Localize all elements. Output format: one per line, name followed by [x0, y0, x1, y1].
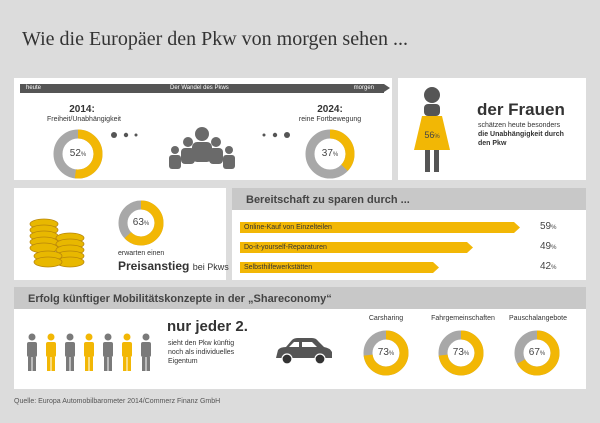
- timeline-right-label: morgen: [353, 85, 374, 91]
- donut-price: [118, 200, 164, 246]
- coins-icon: [29, 218, 85, 268]
- donut-value-arc: [438, 330, 484, 376]
- women-line3: den Pkw: [478, 140, 507, 147]
- timeline-left-label: heute: [26, 85, 42, 91]
- timeline-bar: heute Der Wandel des Pkws morgen: [20, 84, 384, 93]
- donut-value-arc: [305, 129, 355, 179]
- donut-carsharing: [363, 330, 409, 376]
- women-line1: schätzen heute besonders: [478, 122, 561, 129]
- share-line1: sieht den Pkw künftig: [168, 340, 235, 347]
- year-left-label: 2014:: [69, 104, 95, 115]
- source-note: Quelle: Europa Automobilbarometer 2014/C…: [14, 398, 221, 405]
- donut-pauschalangebote-value: 67%: [528, 347, 546, 358]
- donut-value-arc: [363, 330, 409, 376]
- year-right-label: 2024:: [317, 104, 343, 115]
- donut-2014-value: 52%: [69, 148, 87, 159]
- people-group-icon: [169, 127, 235, 169]
- donut-2024-value: 37%: [321, 148, 339, 159]
- donut-2014: [53, 129, 103, 179]
- year-right-desc: reine Fortbewegung: [298, 116, 362, 123]
- person-figure: [141, 333, 151, 371]
- person-figure: [122, 333, 132, 371]
- share-headline: nur jeder 2.: [167, 318, 248, 335]
- people-row-icon: [27, 333, 151, 371]
- donut-value-arc: [53, 129, 103, 179]
- price-line2: Preisanstieg bei Pkws: [118, 259, 229, 273]
- savings-bar-2: Selbsthilfewerkstätten: [240, 262, 439, 273]
- concept-label-0: Carsharing: [368, 315, 404, 322]
- concept-label-2: Pauschalangebote: [509, 315, 567, 322]
- savings-value-2: 42%: [540, 261, 557, 272]
- timeline-arrowhead: [384, 84, 390, 92]
- page-title: Wie die Europäer den Pkw von morgen sehe…: [22, 28, 408, 50]
- savings-value-1: 49%: [540, 241, 557, 252]
- savings-bar-1: Do-it-yourself-Reparaturen: [240, 242, 473, 253]
- women-headline: der Frauen: [477, 100, 565, 119]
- year-left-desc: Freiheit/Unabhängigkeit: [47, 116, 121, 123]
- donut-carsharing-value: 73%: [377, 347, 395, 358]
- share-line2: noch als individuelles: [168, 349, 235, 356]
- donut-fahrgemeinschaften-value: 73%: [452, 347, 470, 358]
- donut-value-arc: [118, 200, 164, 246]
- share-header-bg: [14, 287, 586, 309]
- person-figure: [46, 333, 56, 371]
- women-value: 56%: [424, 130, 440, 140]
- donut-2024: [305, 129, 355, 179]
- price-line1: erwarten einen: [118, 250, 165, 257]
- person-figure: [27, 333, 37, 371]
- women-line2: die Unabhängigkeit durch: [478, 131, 564, 138]
- price-line3: bei Pkws: [192, 262, 229, 272]
- woman-icon: [414, 87, 450, 172]
- person-figure: [84, 333, 94, 371]
- person-figure: [103, 333, 113, 371]
- concept-label-1: Fahrgemeinschaften: [431, 315, 495, 322]
- share-line3: Eigentum: [168, 358, 198, 365]
- savings-bar-0: Online-Kauf von Einzelteilen: [240, 222, 520, 233]
- savings-header-bg: [232, 188, 586, 210]
- share-title: Erfolg künftiger Mobilitätskonzepte in d…: [28, 293, 332, 305]
- savings-title: Bereitschaft zu sparen durch ...: [246, 194, 410, 206]
- donut-price-value: 63%: [132, 217, 150, 228]
- transition-dots: [111, 132, 290, 138]
- donut-fahrgemeinschaften: [438, 330, 484, 376]
- donut-value-arc: [514, 330, 560, 376]
- timeline-center-label: Der Wandel des Pkws: [170, 85, 229, 91]
- donut-pauschalangebote: [514, 330, 560, 376]
- car-icon: [276, 338, 332, 365]
- price-line2-bold: Preisanstieg: [118, 259, 190, 273]
- person-figure: [65, 333, 75, 371]
- savings-value-0: 59%: [540, 221, 557, 232]
